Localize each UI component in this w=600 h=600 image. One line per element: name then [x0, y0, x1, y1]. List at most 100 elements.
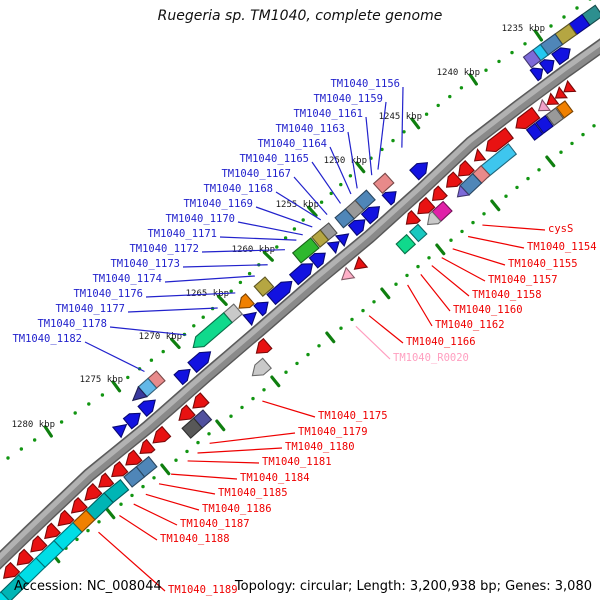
gene-shape[interactable] — [181, 417, 203, 439]
gene-arrow[interactable] — [554, 86, 568, 99]
gene-arrow[interactable] — [456, 184, 471, 198]
gene-arrow[interactable] — [125, 449, 143, 466]
gene-shape[interactable] — [253, 276, 275, 297]
gene-arrow[interactable] — [192, 392, 210, 409]
gene-label[interactable]: TM1040_1163 — [275, 123, 345, 135]
gene-label[interactable]: cysS — [548, 223, 573, 235]
gene-label[interactable]: TM1040_1173 — [110, 258, 180, 270]
gene-arrow[interactable] — [288, 263, 314, 286]
gene-label[interactable]: TM1040_1160 — [453, 304, 523, 316]
gene-arrow[interactable] — [326, 241, 340, 255]
gene-shape[interactable] — [0, 574, 29, 600]
gene-label[interactable]: TM1040_1166 — [406, 336, 476, 348]
gene-shape[interactable] — [334, 208, 355, 229]
gene-arrow[interactable] — [347, 219, 366, 237]
gene-arrow[interactable] — [173, 368, 191, 386]
gene-arrow[interactable] — [139, 438, 156, 454]
gene-label[interactable]: TM1040_1182 — [12, 333, 82, 345]
gene-arrow[interactable] — [381, 191, 397, 206]
gene-arrow[interactable] — [529, 67, 544, 82]
gene-arrow[interactable] — [131, 385, 148, 402]
gene-arrow[interactable] — [334, 233, 350, 247]
gene-label[interactable]: TM1040_1176 — [73, 288, 143, 300]
gene-arrow[interactable] — [192, 312, 233, 349]
gene-label[interactable]: TM1040_1158 — [472, 289, 542, 301]
gene-arrow[interactable] — [405, 210, 421, 225]
gene-arrow[interactable] — [238, 293, 255, 309]
gene-label[interactable]: TM1040_1159 — [313, 93, 383, 105]
gene-arrow[interactable] — [409, 162, 429, 181]
gene-arrow[interactable] — [340, 266, 356, 281]
gene-arrow[interactable] — [473, 148, 487, 162]
gene-label[interactable]: TM1040_1165 — [239, 153, 309, 165]
gene-label[interactable]: TM1040_1157 — [488, 274, 558, 286]
gene-shape[interactable] — [525, 122, 544, 141]
gene-arrow[interactable] — [152, 425, 172, 444]
gene-arrow[interactable] — [445, 171, 463, 188]
gene-arrow[interactable] — [417, 196, 436, 215]
gene-shape[interactable] — [522, 49, 542, 69]
gene-arrow[interactable] — [98, 472, 115, 488]
gene-arrow[interactable] — [485, 127, 514, 153]
gene-arrow[interactable] — [253, 301, 269, 317]
gene-label[interactable]: TM1040_1185 — [218, 487, 288, 499]
gene-shape[interactable] — [545, 107, 565, 127]
genome-backbone[interactable] — [0, 33, 600, 582]
gene-label[interactable]: TM1040_1172 — [129, 243, 199, 255]
gene-label[interactable]: TM1040_1188 — [160, 533, 230, 545]
gene-arrow[interactable] — [308, 252, 326, 269]
gene-arrow[interactable] — [537, 98, 552, 112]
gene-arrow[interactable] — [111, 461, 129, 478]
gene-label[interactable]: TM1040_1169 — [183, 198, 253, 210]
gene-arrow[interactable] — [70, 497, 88, 514]
gene-arrow[interactable] — [255, 337, 273, 354]
gene-label[interactable]: TM1040_1174 — [92, 273, 162, 285]
gene-label[interactable]: TM1040_1186 — [202, 503, 272, 515]
gene-arrow[interactable] — [563, 79, 577, 93]
gene-arrow[interactable] — [178, 404, 196, 421]
gene-arrow[interactable] — [3, 561, 21, 579]
gene-label[interactable]: TM1040_1179 — [298, 426, 368, 438]
gene-arrow[interactable] — [251, 357, 272, 377]
gene-arrow[interactable] — [122, 412, 141, 430]
gene-arrow[interactable] — [137, 399, 156, 417]
gene-label[interactable]: TM1040_1168 — [203, 183, 273, 195]
gene-label[interactable]: TM1040_1155 — [508, 258, 578, 270]
gene-label[interactable]: TM1040_1156 — [330, 78, 400, 90]
gene-arrow[interactable] — [84, 483, 103, 501]
gene-shape[interactable] — [311, 229, 330, 248]
gene-arrow[interactable] — [538, 59, 555, 75]
gene-shape[interactable] — [395, 233, 417, 255]
gene-label[interactable]: TM1040_1164 — [257, 138, 327, 150]
gene-arrow[interactable] — [111, 423, 128, 439]
gene-shape[interactable] — [535, 114, 554, 134]
gene-arrow[interactable] — [353, 256, 369, 270]
gene-label[interactable]: TM1040_1171 — [147, 228, 217, 240]
gene-arrow[interactable] — [30, 535, 48, 553]
gene-arrow[interactable] — [546, 92, 560, 105]
gene-label[interactable]: TM1040_1161 — [293, 108, 363, 120]
gene-arrow[interactable] — [57, 509, 75, 527]
gene-label[interactable]: TM1040_1170 — [165, 213, 235, 225]
gene-label[interactable]: TM1040_1184 — [240, 472, 310, 484]
gene-arrow[interactable] — [457, 160, 475, 177]
gene-label[interactable]: TM1040_1167 — [221, 168, 291, 180]
gene-arrow[interactable] — [242, 311, 257, 327]
gene-arrow[interactable] — [515, 106, 541, 130]
gene-label[interactable]: TM1040_1180 — [285, 441, 355, 453]
gene-shape[interactable] — [0, 591, 10, 600]
gene-label[interactable]: TM1040_1187 — [180, 518, 250, 530]
gene-shape[interactable] — [123, 466, 146, 488]
gene-arrow[interactable] — [551, 47, 571, 66]
gene-label[interactable]: TM1040_1189 — [168, 584, 238, 596]
gene-arrow[interactable] — [266, 280, 293, 306]
gene-shape[interactable] — [291, 237, 320, 264]
gene-arrow[interactable] — [431, 185, 448, 202]
gene-arrow[interactable] — [187, 351, 212, 374]
gene-label[interactable]: TM1040_1177 — [55, 303, 125, 315]
gene-label[interactable]: TM1040_1154 — [527, 241, 597, 253]
gene-shape[interactable] — [555, 100, 574, 119]
gene-arrow[interactable] — [16, 548, 34, 566]
gene-label[interactable]: TM1040_1181 — [262, 456, 332, 468]
